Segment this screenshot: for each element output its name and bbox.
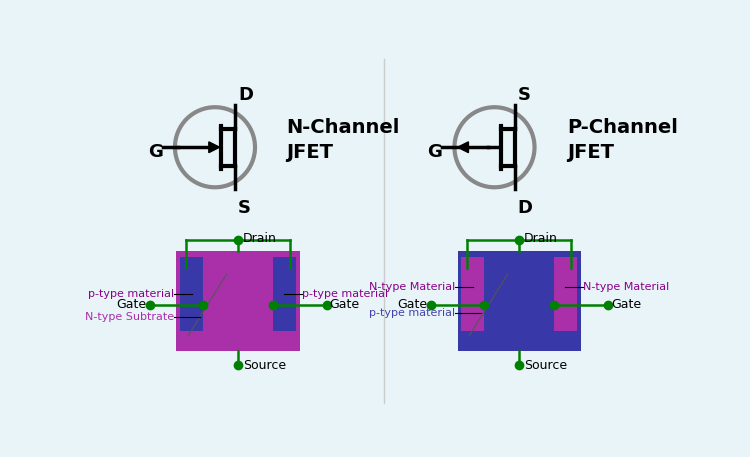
Text: p-type material: p-type material bbox=[369, 308, 455, 318]
Bar bbox=[554, 257, 577, 330]
Text: Source: Source bbox=[243, 359, 286, 372]
Bar bbox=[461, 257, 484, 330]
Text: S: S bbox=[238, 198, 251, 217]
Text: P-Channel
JFET: P-Channel JFET bbox=[567, 117, 678, 161]
Text: Gate: Gate bbox=[116, 298, 146, 311]
Bar bbox=[458, 251, 580, 351]
Text: N-Channel
JFET: N-Channel JFET bbox=[286, 117, 400, 161]
Polygon shape bbox=[209, 142, 220, 153]
Text: D: D bbox=[238, 85, 253, 104]
Text: S: S bbox=[518, 85, 530, 104]
Text: D: D bbox=[518, 198, 532, 217]
Text: Gate: Gate bbox=[330, 298, 360, 311]
Text: G: G bbox=[427, 143, 442, 161]
Text: N-type Material: N-type Material bbox=[369, 282, 455, 292]
Text: p-type material: p-type material bbox=[302, 288, 388, 298]
Polygon shape bbox=[458, 142, 469, 153]
Text: N-type Subtrate: N-type Subtrate bbox=[85, 312, 174, 322]
Bar bbox=[176, 251, 300, 351]
Text: Source: Source bbox=[524, 359, 567, 372]
Text: G: G bbox=[148, 143, 163, 161]
Text: p-type material: p-type material bbox=[88, 288, 174, 298]
Bar bbox=[180, 257, 203, 330]
Text: Drain: Drain bbox=[243, 232, 277, 245]
Text: Gate: Gate bbox=[398, 298, 427, 311]
Text: Gate: Gate bbox=[610, 298, 641, 311]
Text: Drain: Drain bbox=[524, 232, 557, 245]
Text: N-type Material: N-type Material bbox=[583, 282, 669, 292]
Bar bbox=[273, 257, 296, 330]
